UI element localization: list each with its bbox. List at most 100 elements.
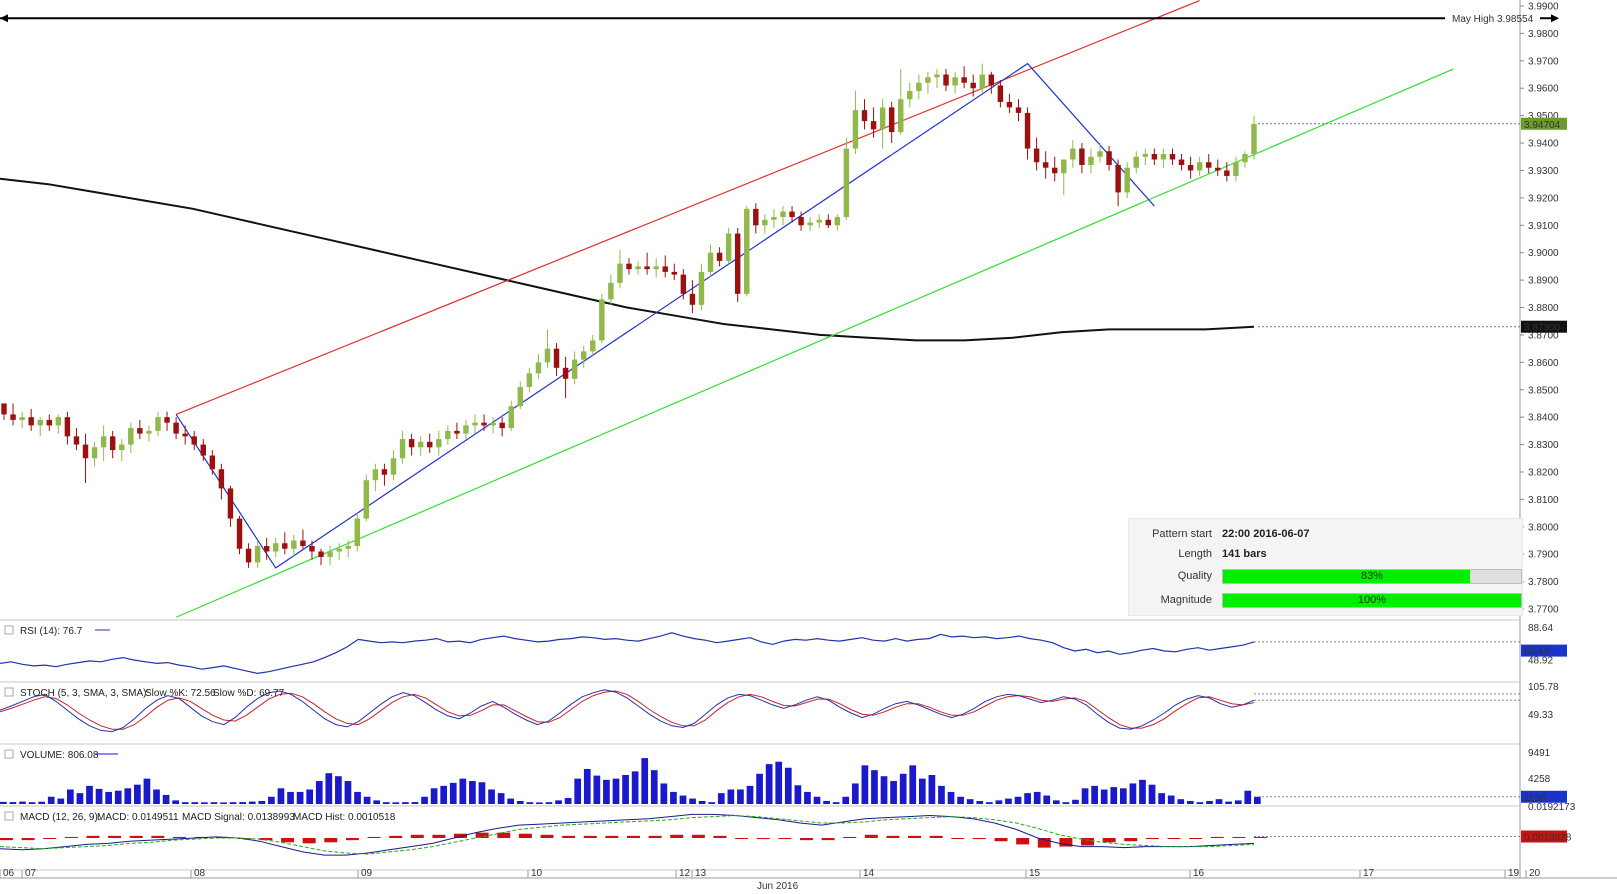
may-high-left-arrow: [0, 14, 8, 23]
magnitude-bar-fill: [1223, 594, 1521, 607]
time-tick-label: 07: [25, 868, 37, 879]
volume-bar: [1091, 785, 1098, 804]
candle-body: [635, 266, 641, 270]
price-tick-label: 3.7900: [1528, 550, 1559, 561]
candle-body: [499, 422, 505, 429]
macd-last-tag-label: 0.0013828: [1524, 833, 1572, 844]
volume-panel-close-icon[interactable]: [4, 749, 14, 759]
volume-bar: [976, 800, 984, 804]
time-tick-label: 15: [1029, 868, 1041, 879]
volume-bar: [210, 802, 218, 804]
macd-hist-bar: [756, 838, 770, 840]
volume-bar: [411, 802, 419, 804]
price-tick-label: 3.9300: [1528, 166, 1559, 177]
volume-tick-label: 4258: [1528, 774, 1551, 785]
macd-hist-bar: [1102, 838, 1116, 843]
volume-bar: [545, 802, 553, 804]
volume-bar: [1043, 795, 1051, 804]
candle-body: [707, 252, 714, 272]
volume-last-tag-label: 1198: [1524, 793, 1546, 804]
volume-bar: [134, 784, 141, 804]
channel-top-line: [175, 0, 1200, 415]
price-tick-label: 3.8100: [1528, 495, 1559, 506]
volume-bar: [162, 794, 170, 804]
volume-tick-label: 9491: [1528, 748, 1551, 759]
macd-hist-bar: [432, 834, 446, 838]
pattern-magnitude-row: Magnitude 100%: [1129, 591, 1522, 609]
candle-body: [1160, 154, 1167, 160]
candle-body: [1142, 154, 1149, 157]
candle-body: [698, 271, 705, 305]
volume-bar: [1081, 788, 1089, 804]
time-tick-label: 09: [361, 868, 373, 879]
volume-bar: [1244, 790, 1252, 804]
volume-bar: [497, 793, 505, 804]
stoch-tick-label: 49.33: [1528, 710, 1553, 721]
macd-hist-bar: [302, 838, 316, 844]
price-tick-label: 3.9500: [1528, 111, 1559, 122]
macd-hist-bar: [64, 836, 78, 838]
volume-bar: [1052, 800, 1060, 804]
candle-body: [436, 439, 442, 448]
volume-bar: [248, 801, 256, 804]
candle-body: [798, 217, 804, 226]
stoch-panel-close-icon[interactable]: [4, 687, 14, 697]
candle-body: [925, 77, 931, 83]
candle-body: [753, 208, 759, 226]
candle-body: [73, 436, 80, 445]
macd-hist-bar: [994, 838, 1008, 842]
macd-hist-bar: [21, 838, 35, 841]
candle-body: [898, 99, 904, 133]
candle-body: [200, 444, 206, 456]
candle-body: [345, 545, 351, 549]
volume-bar: [459, 778, 467, 804]
volume-bar: [536, 802, 543, 804]
volume-bar: [957, 796, 964, 804]
zigzag-pattern-line: [175, 62, 1155, 569]
volume-bar: [354, 791, 361, 804]
candle-body: [318, 551, 324, 557]
macd-hist-bar: [562, 835, 576, 838]
volume-bar: [306, 789, 314, 804]
volume-bar: [765, 764, 773, 804]
volume-bar: [909, 765, 917, 804]
macd-hist-bar: [0, 838, 13, 841]
rsi-panel-close-icon[interactable]: [4, 625, 14, 635]
macd-hist-bar: [1167, 838, 1181, 839]
candle-body: [834, 217, 841, 226]
magnitude-bar-text: 100%: [1357, 594, 1387, 606]
candle-body: [173, 422, 179, 434]
price-tick-label: 3.8400: [1528, 413, 1559, 424]
candle-body: [1115, 164, 1121, 193]
time-tick-label: 13: [695, 868, 707, 879]
pattern-length-row: Length 141 bars: [1129, 545, 1522, 563]
macd-hist-bar: [735, 838, 749, 839]
volume-bar: [402, 802, 409, 804]
pattern-length-value: 141 bars: [1222, 548, 1267, 560]
macd-panel-close-icon[interactable]: [4, 811, 14, 821]
magnitude-bar: 100%: [1222, 593, 1522, 608]
macd-hist-bar: [778, 838, 792, 840]
candle-body: [997, 85, 1004, 102]
candle-body: [327, 551, 333, 557]
macd-hist-bar: [281, 838, 295, 843]
macd-hist-bar: [691, 834, 705, 838]
macd-hist-bar: [713, 835, 727, 838]
candle-body: [1169, 154, 1176, 160]
stoch-d-line: [0, 690, 1255, 730]
volume-bar: [717, 793, 725, 804]
candle-body: [254, 545, 261, 563]
candle-body: [55, 417, 62, 426]
stoch-d-label: Slow %D: 69.77: [213, 688, 285, 699]
rsi-tick-label: 88.64: [1528, 623, 1553, 634]
time-tick-label: 14: [863, 868, 875, 879]
candle-body: [762, 219, 768, 226]
volume-bar: [574, 778, 582, 804]
candle-body: [37, 419, 43, 426]
candle-body: [1233, 162, 1239, 176]
volume-bar: [1186, 800, 1194, 804]
ma-value-label: 3.87300: [1524, 323, 1561, 334]
volume-bar: [67, 789, 74, 804]
candle-body: [1097, 151, 1103, 157]
